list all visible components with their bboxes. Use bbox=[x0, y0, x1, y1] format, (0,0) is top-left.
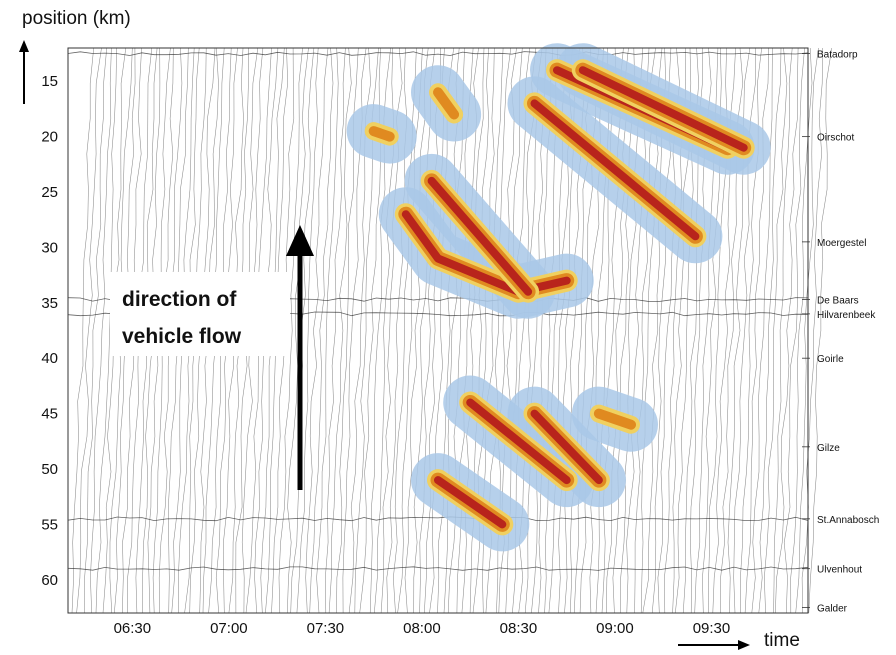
x-tick-label: 09:00 bbox=[596, 620, 634, 637]
location-label: Gilze bbox=[817, 443, 840, 454]
x-axis-arrow bbox=[678, 640, 750, 650]
contour-line bbox=[606, 47, 629, 614]
y-tick-label: 50 bbox=[41, 461, 58, 478]
contour-line bbox=[76, 47, 102, 614]
location-label: Batadorp bbox=[817, 50, 858, 61]
contour-line bbox=[305, 47, 329, 614]
location-label: St.Annabosch bbox=[817, 515, 879, 526]
x-tick-label: 06:30 bbox=[114, 620, 152, 637]
contour-line bbox=[626, 47, 650, 614]
y-tick-label: 15 bbox=[41, 73, 58, 90]
location-label: Ulvenhout bbox=[817, 565, 862, 576]
contour-band bbox=[67, 566, 809, 571]
congestion-severe bbox=[427, 176, 533, 296]
congestion-severe bbox=[401, 210, 571, 296]
contour-band bbox=[67, 516, 809, 522]
location-label: Oirschot bbox=[817, 133, 854, 144]
contour-line bbox=[758, 47, 782, 614]
congestion-severe bbox=[434, 476, 507, 529]
y-tick-labels: 15 20 25 30 35 40 45 50 55 60 bbox=[41, 73, 58, 589]
direction-label-box bbox=[110, 272, 290, 356]
contour-line bbox=[90, 47, 112, 614]
contour-line bbox=[429, 47, 454, 614]
location-label: De Baars bbox=[817, 295, 859, 306]
y-tick-label: 60 bbox=[41, 572, 58, 589]
x-axis-title: time bbox=[764, 630, 800, 651]
x-tick-label: 07:30 bbox=[307, 620, 345, 637]
contour-line bbox=[84, 47, 107, 614]
contour-line bbox=[620, 47, 644, 614]
contour-line bbox=[419, 47, 441, 614]
congestion-severe bbox=[578, 66, 748, 152]
y-tick-label: 40 bbox=[41, 350, 58, 367]
contour-line bbox=[424, 47, 445, 614]
congestion-severe bbox=[530, 409, 603, 485]
location-label: Hilvarenbeek bbox=[817, 310, 876, 321]
y-tick-label: 45 bbox=[41, 406, 58, 423]
x-tick-label: 08:30 bbox=[500, 620, 538, 637]
contour-line bbox=[316, 47, 339, 614]
location-label: Moergestel bbox=[817, 238, 866, 249]
location-label: Galder bbox=[817, 603, 848, 614]
location-label: Goirle bbox=[817, 354, 844, 365]
congestion-heavy bbox=[593, 408, 636, 430]
location-labels: Batadorp Oirschot Moergestel De Baars Hilvar… bbox=[802, 50, 879, 614]
congestion-heavy bbox=[368, 126, 395, 142]
contour-line bbox=[296, 47, 319, 614]
y-axis-title: position (km) bbox=[22, 8, 131, 29]
x-tick-label: 08:00 bbox=[403, 620, 441, 637]
y-tick-label: 25 bbox=[41, 184, 58, 201]
contour-line bbox=[775, 47, 799, 614]
congestion-severe bbox=[466, 398, 571, 485]
x-tick-label: 07:00 bbox=[210, 620, 248, 637]
direction-label-line1: direction of bbox=[122, 288, 237, 311]
congestion-heavy bbox=[433, 87, 460, 120]
y-tick-label: 35 bbox=[41, 295, 58, 312]
direction-arrowhead bbox=[286, 225, 314, 256]
congestion-regions bbox=[346, 43, 771, 552]
contour-line bbox=[437, 47, 460, 614]
direction-label-line2: vehicle flow bbox=[122, 325, 242, 348]
y-tick-label: 30 bbox=[41, 239, 58, 256]
contour-line bbox=[413, 47, 436, 614]
x-tick-label: 09:30 bbox=[693, 620, 731, 637]
contour-band bbox=[67, 51, 809, 56]
contour-line bbox=[751, 47, 773, 614]
contour-line bbox=[808, 47, 833, 614]
plot-frame bbox=[67, 47, 809, 614]
x-tick-labels: 06:30 07:00 07:30 08:00 08:30 09:00 09:30 bbox=[114, 620, 731, 637]
direction-annotation: direction of vehicle flow bbox=[110, 225, 314, 490]
y-tick-label: 20 bbox=[41, 129, 58, 146]
contour-line bbox=[309, 47, 334, 614]
contour-line bbox=[404, 47, 429, 614]
y-tick-label: 55 bbox=[41, 516, 58, 533]
congestion-severe bbox=[530, 99, 700, 241]
y-axis-arrow bbox=[19, 40, 29, 104]
contour-line bbox=[95, 47, 117, 614]
contour-line bbox=[71, 47, 94, 614]
